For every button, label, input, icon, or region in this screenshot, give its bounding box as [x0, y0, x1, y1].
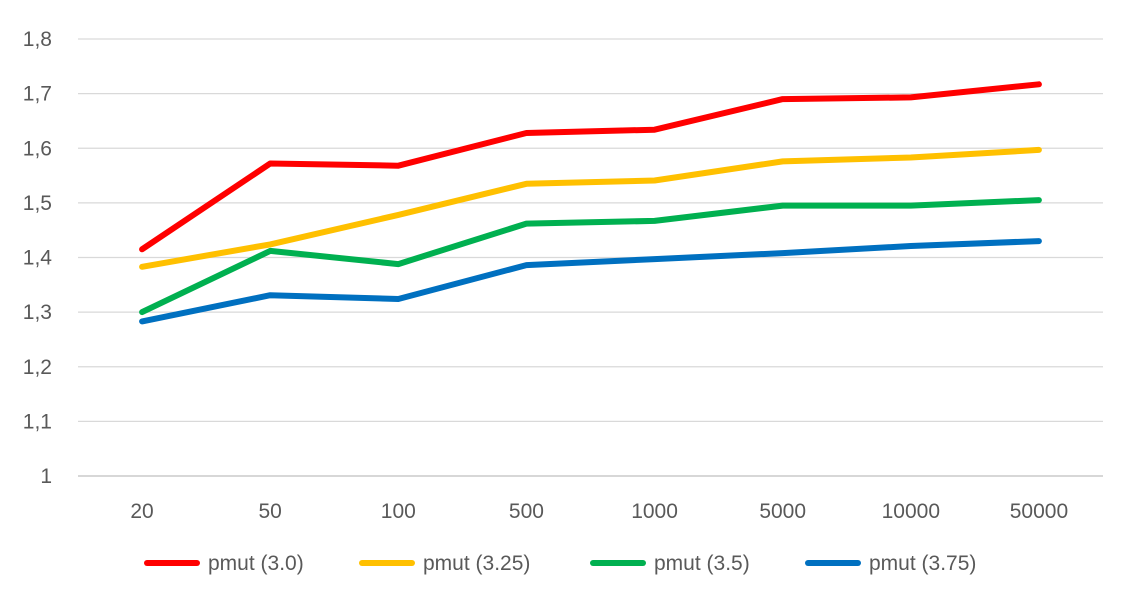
gridlines — [78, 38, 1103, 477]
y-tick-label: 1 — [40, 465, 52, 488]
x-tick-label: 100 — [381, 500, 416, 523]
y-tick-label: 1,5 — [23, 192, 52, 215]
x-axis-ticks: 20 50 100 500 1000 5000 10000 50000 — [130, 500, 1068, 523]
y-tick-label: 1,7 — [23, 83, 52, 106]
x-tick-label: 500 — [509, 500, 544, 523]
x-tick-label: 1000 — [631, 500, 678, 523]
x-tick-label: 10000 — [882, 500, 940, 523]
y-tick-label: 1,3 — [23, 301, 52, 324]
series-lines — [139, 81, 1042, 325]
series-line-1 — [139, 81, 1042, 253]
series-line-2 — [139, 146, 1042, 270]
series-line-4 — [139, 238, 1042, 325]
x-tick-label: 20 — [130, 500, 153, 523]
legend-label: pmut (3.25) — [423, 552, 530, 575]
x-tick-label: 50 — [259, 500, 282, 523]
legend-label: pmut (3.75) — [869, 552, 976, 575]
y-tick-label: 1,1 — [23, 410, 52, 433]
y-tick-label: 1,2 — [23, 356, 52, 379]
legend-label: pmut (3.5) — [654, 552, 750, 575]
y-tick-label: 1,6 — [23, 137, 52, 160]
x-tick-label: 50000 — [1010, 500, 1068, 523]
x-tick-label: 5000 — [759, 500, 806, 523]
y-axis-ticks: 1 1,1 1,2 1,3 1,4 1,5 1,6 1,7 1,8 — [23, 28, 53, 488]
series-line-3 — [139, 197, 1042, 316]
legend-label: pmut (3.0) — [208, 552, 304, 575]
y-tick-label: 1,4 — [23, 247, 53, 270]
legend: pmut (3.0) pmut (3.25) pmut (3.5) pmut (3.7… — [144, 552, 976, 575]
y-tick-label: 1,8 — [23, 28, 52, 51]
